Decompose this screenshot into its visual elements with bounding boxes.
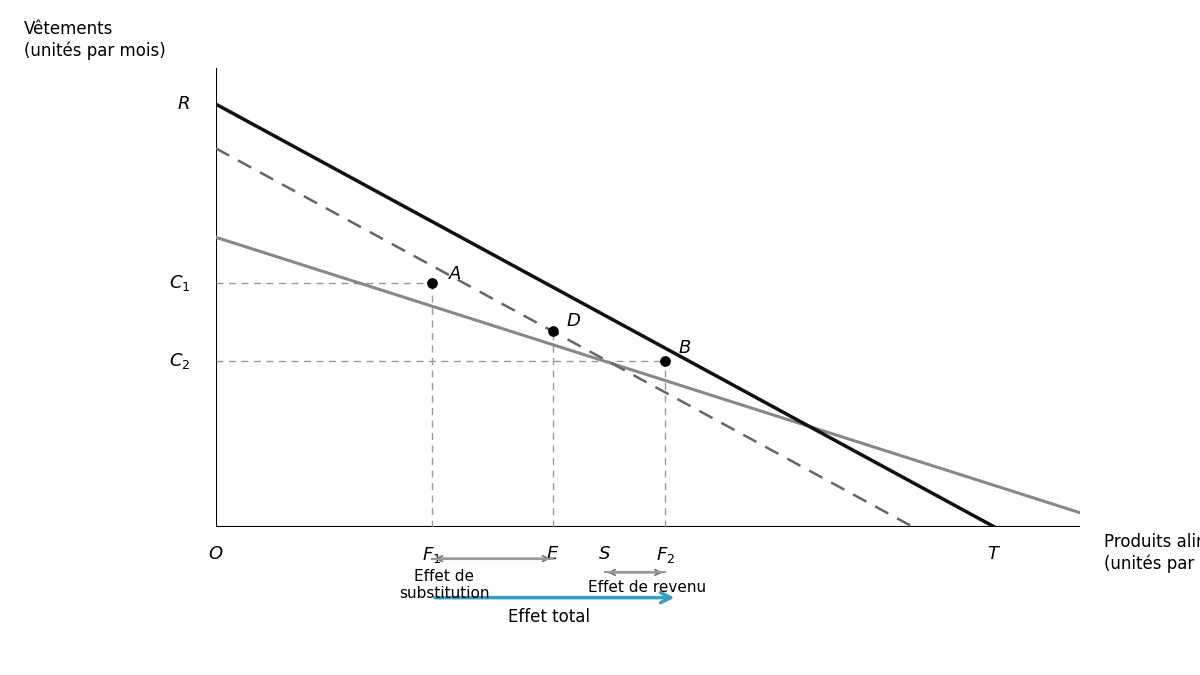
Text: $T$: $T$ xyxy=(986,545,1001,563)
Text: $B$: $B$ xyxy=(678,339,691,357)
Text: Effet total: Effet total xyxy=(508,608,589,626)
Text: $F_2$: $F_2$ xyxy=(655,545,674,565)
Point xyxy=(422,278,442,289)
Text: $A$: $A$ xyxy=(448,265,462,283)
Text: Produits alimentaires
(unités par mois): Produits alimentaires (unités par mois) xyxy=(1104,533,1200,572)
Text: Vêtements
(unités par mois): Vêtements (unités par mois) xyxy=(24,20,166,59)
Text: Effet de revenu: Effet de revenu xyxy=(588,580,706,595)
Text: Effet de
substitution: Effet de substitution xyxy=(400,569,490,601)
Text: $E$: $E$ xyxy=(546,545,559,563)
Text: $F_1$: $F_1$ xyxy=(422,545,442,565)
Text: $D$: $D$ xyxy=(566,312,581,330)
Text: $S$: $S$ xyxy=(599,545,611,563)
Text: $R$: $R$ xyxy=(178,95,190,113)
Point xyxy=(655,356,674,367)
Text: $O$: $O$ xyxy=(209,545,223,563)
Point xyxy=(544,326,563,337)
Text: $C_2$: $C_2$ xyxy=(169,351,190,371)
Text: $C_1$: $C_1$ xyxy=(169,273,190,293)
